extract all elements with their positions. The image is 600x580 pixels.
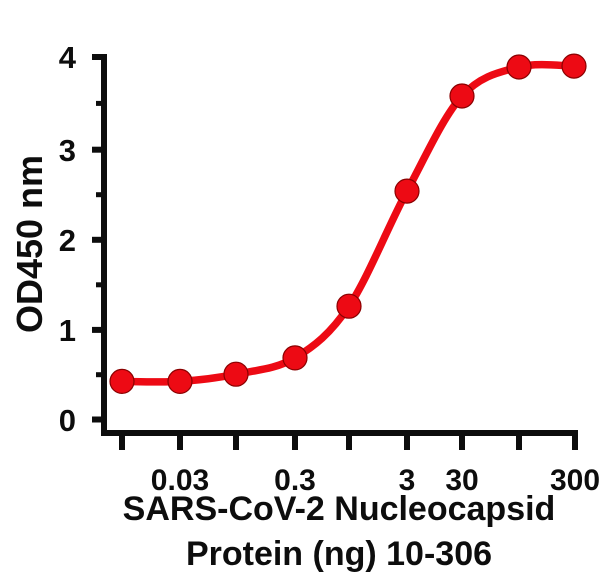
- svg-text:Protein (ng) 10-306: Protein (ng) 10-306: [186, 535, 492, 573]
- svg-text:SARS-CoV-2 Nucleocapsid: SARS-CoV-2 Nucleocapsid: [123, 490, 556, 528]
- svg-text:OD450 nm: OD450 nm: [9, 155, 50, 333]
- svg-text:1: 1: [59, 313, 76, 348]
- svg-text:3: 3: [59, 133, 76, 168]
- svg-text:2: 2: [59, 223, 76, 258]
- svg-text:300: 300: [550, 464, 600, 497]
- svg-text:0: 0: [59, 403, 76, 438]
- svg-text:4: 4: [59, 40, 77, 75]
